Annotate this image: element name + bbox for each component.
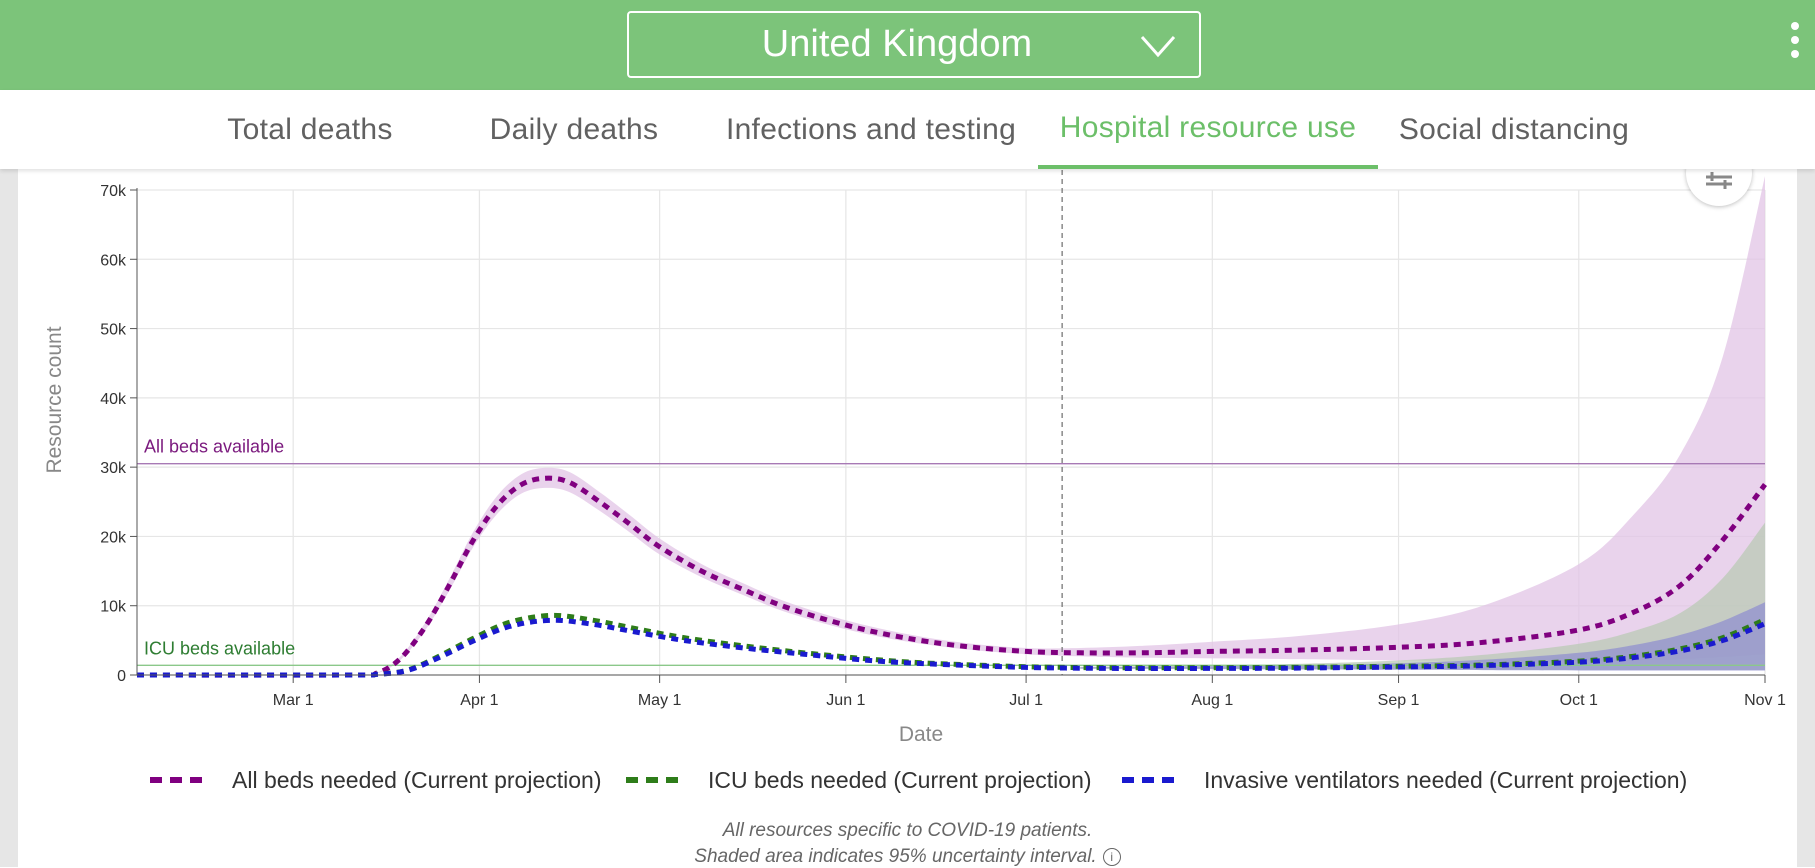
x-axis-label: Date — [899, 723, 943, 746]
x-tick-label: Mar 1 — [273, 692, 314, 709]
chart-axes: 0 10k 20k 30k 40k 50k 60k 70k Mar 1 Apr 1 May 1 Jun… — [100, 183, 1786, 709]
y-tick-label: 10k — [100, 599, 127, 616]
country-dropdown-label: United Kingdom — [761, 23, 1033, 65]
tab-social-distancing[interactable]: Social distancing — [1398, 112, 1630, 146]
series-lines — [136, 475, 1767, 678]
tab-daily-deaths[interactable]: Daily deaths — [489, 112, 659, 146]
x-tick-label: May 1 — [638, 692, 682, 709]
y-tick-label: 20k — [100, 529, 127, 546]
band-invasive-ventilators-needed-current-projection — [1080, 602, 1765, 671]
y-tick-label: 40k — [100, 391, 127, 408]
y-tick-label: 50k — [100, 322, 127, 339]
legend-swatch-icu-beds — [626, 777, 678, 783]
ref-label-all-beds-available: All beds available — [144, 437, 284, 457]
x-tick-label: Apr 1 — [460, 692, 498, 709]
legend-label-all-beds: All beds needed (Current projection) — [232, 766, 602, 793]
legend-swatch-ventilators — [1122, 777, 1174, 783]
legend-item-icu-beds[interactable]: ICU beds needed (Current projection) — [626, 762, 1092, 798]
tab-total-deaths[interactable]: Total deaths — [227, 112, 393, 146]
y-tick-label: 0 — [117, 668, 126, 685]
x-tick-label: Jul 1 — [1009, 692, 1043, 709]
footnote-line-2-text: Shaded area indicates 95% uncertainty in… — [694, 846, 1097, 867]
tab-hospital-resource-use[interactable]: Hospital resource use — [1038, 90, 1378, 169]
right-page-margin — [1797, 169, 1815, 867]
legend-swatch-all-beds — [150, 777, 202, 783]
left-page-margin — [0, 169, 18, 867]
y-tick-label: 60k — [100, 252, 127, 269]
legend-item-ventilators[interactable]: Invasive ventilators needed (Current pro… — [1122, 762, 1687, 798]
reference-lines: All beds available ICU beds available — [137, 170, 1765, 675]
footnote-line-2: Shaded area indicates 95% uncertainty in… — [0, 846, 1815, 868]
legend-label-icu-beds: ICU beds needed (Current projection) — [708, 766, 1092, 793]
x-tick-label: Nov 1 — [1744, 692, 1786, 709]
tab-bar: Total deaths Daily deaths Infections and… — [0, 90, 1815, 169]
legend-label-ventilators: Invasive ventilators needed (Current pro… — [1204, 766, 1688, 793]
sliders-icon — [1706, 172, 1732, 189]
x-tick-label: Jun 1 — [826, 692, 865, 709]
uncertainty-bands — [137, 176, 1765, 676]
band-all-beds-needed-current-projection — [137, 176, 1765, 676]
country-dropdown[interactable]: United Kingdom — [627, 11, 1201, 78]
kebab-menu-icon[interactable] — [1783, 22, 1807, 68]
x-tick-label: Aug 1 — [1191, 692, 1233, 709]
ref-label-icu-beds-available: ICU beds available — [144, 638, 295, 658]
chevron-down-icon — [1140, 36, 1176, 58]
tab-infections-and-testing[interactable]: Infections and testing — [725, 112, 1017, 146]
y-tick-label: 70k — [100, 183, 127, 200]
x-tick-label: Oct 1 — [1560, 692, 1598, 709]
chart-legend: All beds needed (Current projection) ICU… — [0, 762, 1815, 798]
y-tick-label: 30k — [100, 460, 127, 477]
footnote-line-1: All resources specific to COVID-19 patie… — [722, 820, 1093, 841]
y-axis-label: Resource count — [43, 326, 66, 473]
legend-item-all-beds[interactable]: All beds needed (Current projection) — [150, 762, 601, 798]
series-line-all-beds-needed-current-projection — [136, 475, 1767, 678]
x-tick-label: Sep 1 — [1378, 692, 1420, 709]
series-line-invasive-ventilators-needed-current-projection — [136, 617, 1766, 678]
top-bar: United Kingdom — [0, 0, 1815, 90]
info-icon[interactable]: i — [1102, 847, 1121, 866]
